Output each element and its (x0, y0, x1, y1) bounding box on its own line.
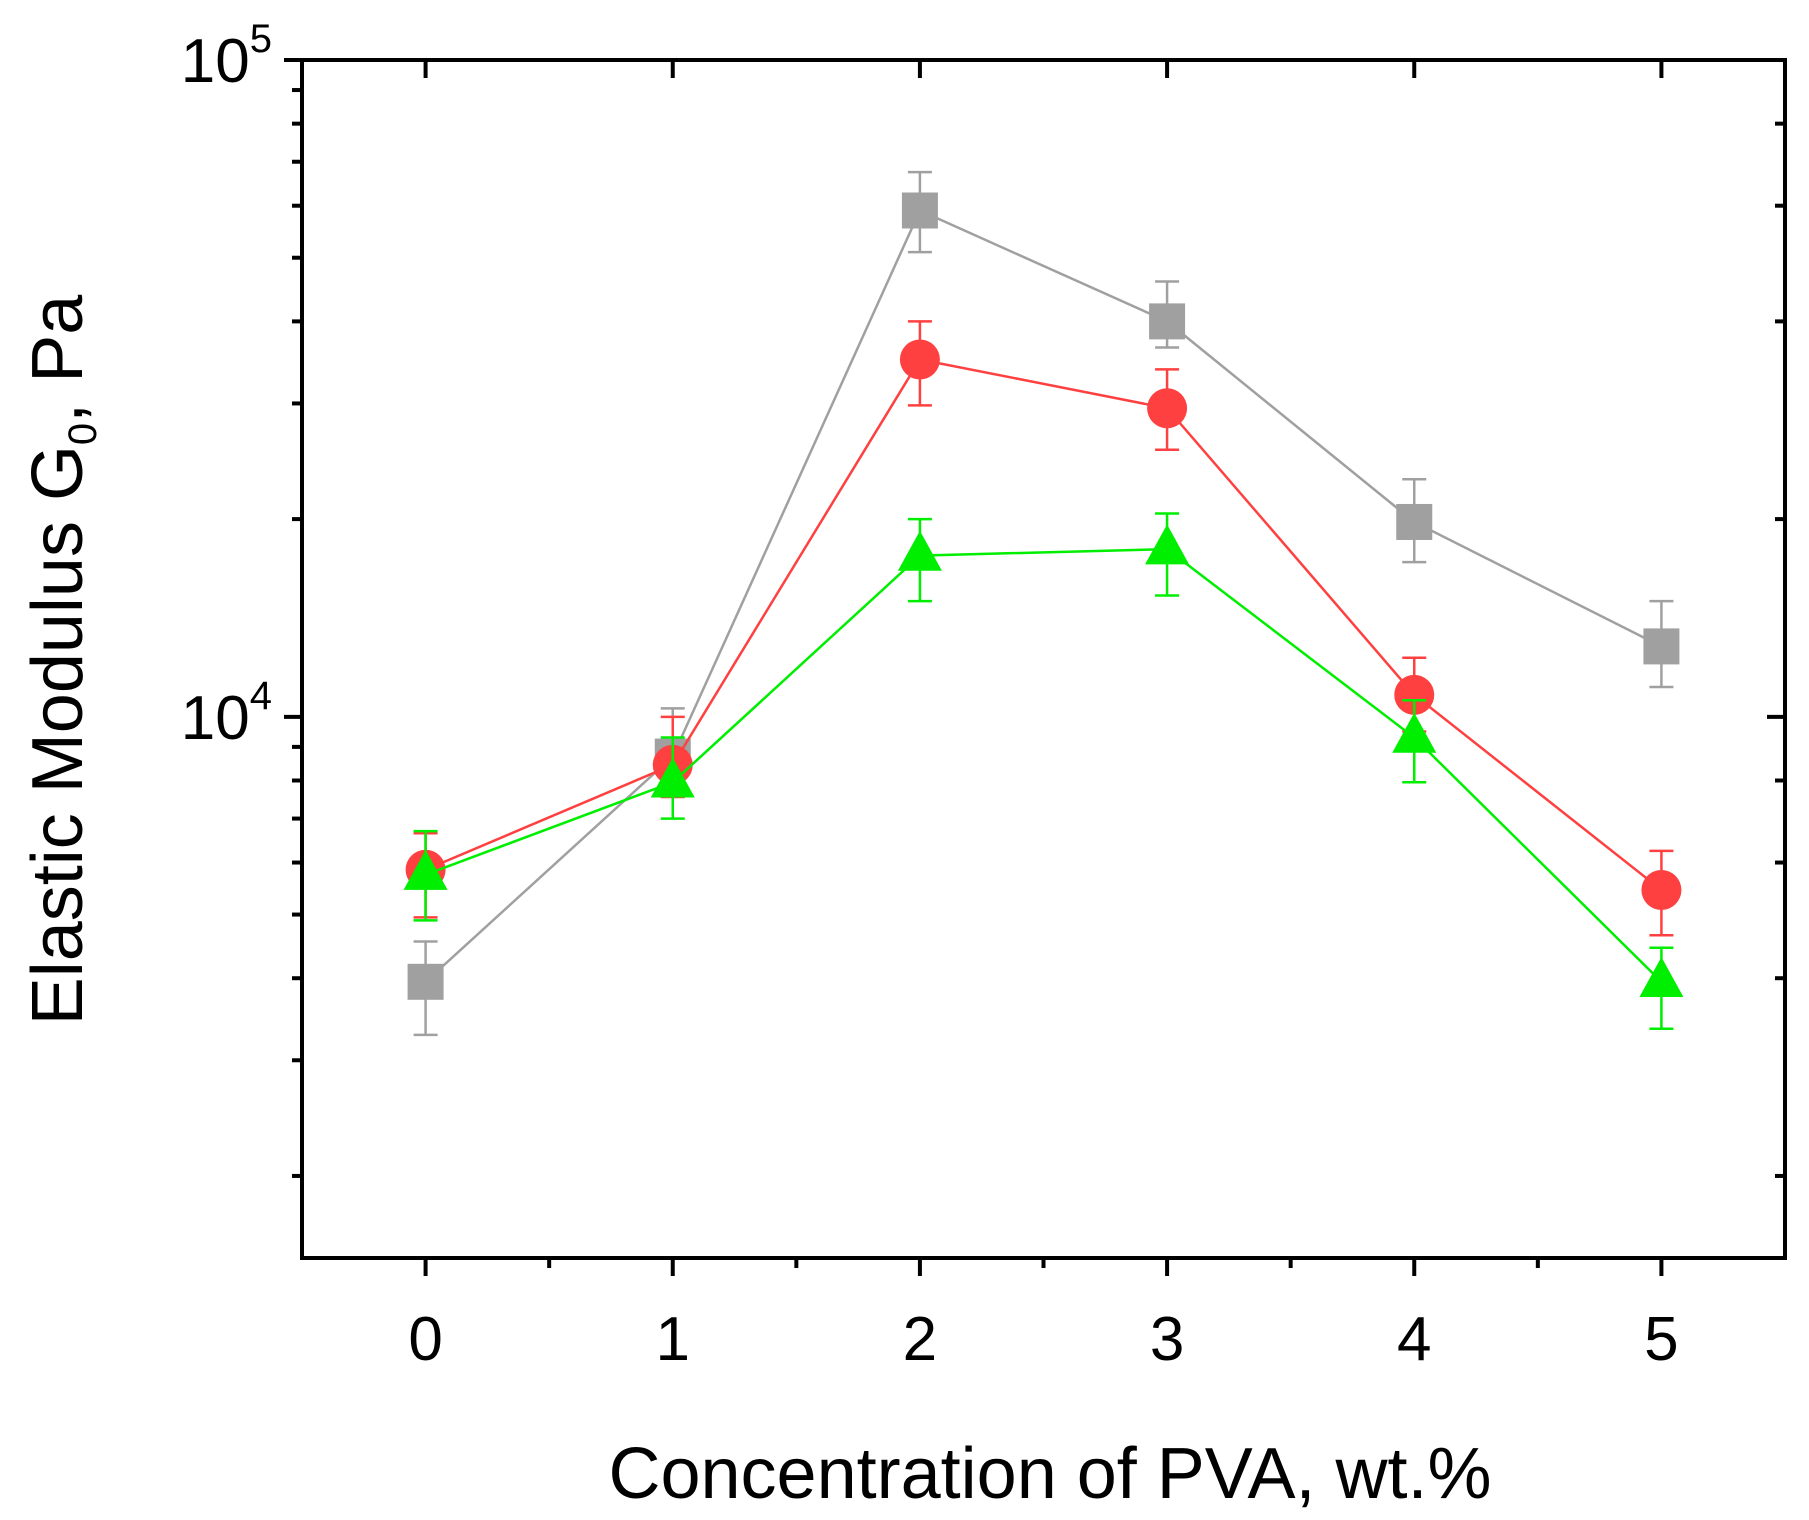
series-line (424, 208, 1662, 983)
y-axis-title: Elastic Modulus G0, Pa (18, 294, 105, 1026)
y-axis-title-subscript: 0 (61, 423, 105, 445)
data-point (1392, 712, 1437, 753)
plot-frame (300, 58, 1787, 1260)
data-point (1147, 388, 1188, 429)
series-circle (405, 320, 1682, 937)
data-point (1394, 674, 1435, 715)
x-tick-label: 4 (1397, 1305, 1431, 1374)
data-point (901, 192, 938, 229)
y-tick-base: 10 (181, 27, 250, 96)
data-point (407, 963, 444, 1000)
x-tick-label: 1 (656, 1305, 690, 1374)
y-axis-title-tail: , Pa (18, 294, 98, 423)
series-triangle (403, 512, 1684, 1031)
plot-area (403, 170, 1684, 1037)
data-point (1396, 503, 1433, 540)
y-tick-label: 104 (181, 674, 272, 753)
data-point (1145, 524, 1190, 565)
x-axis-title: Concentration of PVA, wt.% (608, 1434, 1491, 1514)
y-axis-title-main: Elastic Modulus G (18, 445, 98, 1025)
data-point (897, 530, 942, 571)
x-tick-label: 0 (408, 1305, 442, 1374)
data-point (1643, 628, 1680, 665)
x-tick-label: 5 (1644, 1305, 1678, 1374)
series-line (425, 358, 1663, 891)
x-tick-label: 3 (1150, 1305, 1184, 1374)
data-point (899, 339, 940, 380)
y-tick-exponent: 5 (250, 17, 272, 61)
y-tick-base: 10 (181, 684, 250, 753)
data-point (403, 849, 448, 890)
data-point (1641, 869, 1682, 910)
labels: Concentration of PVA, wt.% Elastic Modul… (18, 294, 1492, 1514)
series-line (425, 547, 1663, 983)
y-tick-exponent: 4 (250, 674, 272, 718)
series-square (407, 170, 1680, 1037)
y-tick-label: 105 (181, 17, 272, 96)
x-tick-label: 2 (903, 1305, 937, 1374)
data-point (1149, 303, 1186, 340)
data-point (1639, 956, 1684, 997)
data-point (650, 757, 695, 798)
